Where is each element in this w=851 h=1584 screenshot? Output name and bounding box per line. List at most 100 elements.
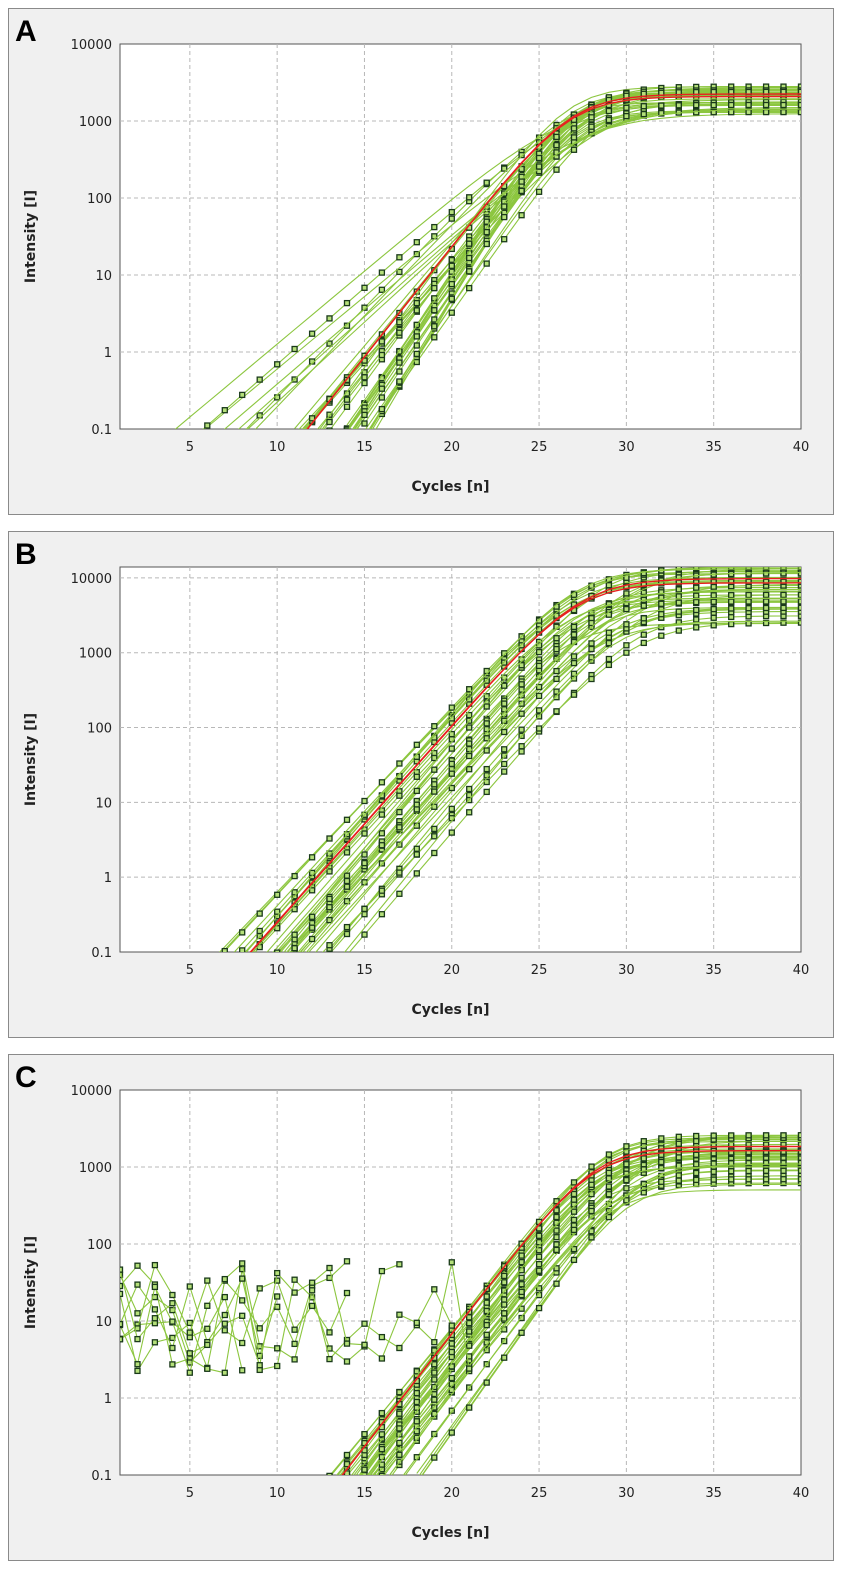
data-point bbox=[535, 163, 543, 170]
data-point bbox=[221, 1293, 228, 1301]
y-axis-title: Intensity [I] bbox=[23, 190, 39, 283]
data-point bbox=[797, 591, 801, 599]
series-group bbox=[174, 83, 801, 429]
data-point bbox=[553, 133, 560, 141]
data-point bbox=[501, 1296, 508, 1303]
data-point bbox=[396, 824, 403, 831]
data-point bbox=[326, 1474, 333, 1475]
y-tick-label: 1 bbox=[104, 346, 112, 361]
data-point bbox=[710, 1176, 717, 1183]
data-point bbox=[553, 688, 560, 695]
data-point bbox=[780, 1167, 787, 1174]
y-tick-label: 10000 bbox=[71, 38, 112, 53]
data-point bbox=[570, 1208, 578, 1215]
data-point bbox=[361, 379, 368, 387]
data-point bbox=[588, 654, 595, 661]
data-point bbox=[762, 1167, 770, 1174]
data-point bbox=[431, 1286, 438, 1293]
y-tick-label: 100 bbox=[87, 722, 112, 737]
amplification-curve bbox=[238, 107, 801, 429]
data-point bbox=[535, 1247, 543, 1254]
amplification-curve bbox=[329, 597, 801, 952]
data-point bbox=[797, 612, 801, 620]
data-point bbox=[431, 223, 438, 231]
data-point bbox=[501, 1279, 508, 1286]
data-point bbox=[483, 1379, 490, 1386]
data-point bbox=[274, 1293, 281, 1300]
chart-b: 5 10 15 20 25 30 35 40 0.1 1 10 100 1000 10000 Cycles … bbox=[23, 566, 809, 1018]
data-point bbox=[501, 746, 508, 753]
data-point bbox=[570, 653, 578, 660]
data-point bbox=[186, 1283, 193, 1290]
data-point bbox=[553, 635, 560, 642]
amplification-curve bbox=[329, 1151, 801, 1475]
data-point bbox=[483, 1347, 490, 1354]
data-point bbox=[361, 911, 368, 918]
data-point bbox=[797, 570, 801, 577]
data-point bbox=[361, 931, 368, 938]
data-point bbox=[274, 1277, 281, 1284]
data-point bbox=[239, 1339, 246, 1347]
y-tick-label: 100 bbox=[87, 1238, 112, 1253]
data-point bbox=[431, 833, 438, 840]
data-point bbox=[151, 1320, 159, 1327]
data-point bbox=[658, 600, 665, 607]
data-point bbox=[186, 1329, 193, 1336]
data-point bbox=[658, 594, 665, 601]
data-point bbox=[326, 942, 333, 949]
data-point bbox=[308, 887, 316, 894]
data-point bbox=[501, 1301, 508, 1308]
data-point bbox=[256, 1352, 263, 1360]
data-point bbox=[570, 125, 578, 132]
data-point bbox=[396, 1389, 403, 1396]
data-point bbox=[431, 825, 438, 833]
data-point bbox=[326, 411, 333, 418]
x-tick-label: 35 bbox=[705, 440, 722, 455]
amplification-curve bbox=[204, 113, 801, 429]
y-tick-label: 10000 bbox=[71, 1084, 112, 1099]
data-point bbox=[378, 860, 386, 867]
data-point bbox=[413, 307, 420, 314]
x-tick-label: 35 bbox=[705, 963, 722, 978]
data-point bbox=[710, 605, 717, 613]
plot-area bbox=[119, 1089, 802, 1476]
data-point bbox=[762, 591, 770, 599]
data-point bbox=[762, 619, 770, 627]
data-point bbox=[343, 849, 351, 856]
data-point bbox=[326, 904, 333, 911]
data-point bbox=[483, 1321, 490, 1329]
data-point bbox=[675, 1172, 682, 1179]
data-point bbox=[501, 1287, 508, 1294]
highlight-curve bbox=[306, 93, 801, 429]
data-point bbox=[361, 420, 368, 427]
data-point bbox=[553, 1227, 560, 1234]
data-point bbox=[326, 315, 333, 322]
data-point bbox=[745, 1176, 752, 1183]
data-point bbox=[797, 608, 801, 615]
data-point bbox=[745, 598, 752, 605]
data-point bbox=[797, 598, 801, 605]
data-point bbox=[483, 1331, 490, 1338]
data-point bbox=[553, 675, 560, 683]
data-point bbox=[745, 1167, 752, 1175]
data-point bbox=[640, 110, 647, 118]
data-point bbox=[535, 617, 543, 624]
data-point bbox=[745, 108, 752, 116]
data-point bbox=[396, 808, 403, 816]
data-point bbox=[239, 391, 246, 399]
data-point bbox=[693, 624, 700, 631]
panel-c: C 5 10 15 20 25 30 35 40 0.1 1 10 100 1000 10000 Cycle… bbox=[8, 1054, 834, 1561]
data-point bbox=[762, 1148, 770, 1155]
data-point bbox=[448, 829, 455, 836]
x-tick-label: 10 bbox=[269, 1486, 286, 1501]
data-point bbox=[308, 1279, 316, 1286]
data-point bbox=[640, 639, 647, 647]
data-point bbox=[326, 340, 333, 347]
data-point bbox=[256, 1285, 263, 1292]
data-point bbox=[605, 116, 613, 124]
data-point bbox=[308, 913, 316, 920]
data-point bbox=[379, 1476, 384, 1481]
data-point bbox=[797, 619, 801, 626]
data-point bbox=[570, 1179, 578, 1186]
data-point bbox=[466, 254, 473, 262]
